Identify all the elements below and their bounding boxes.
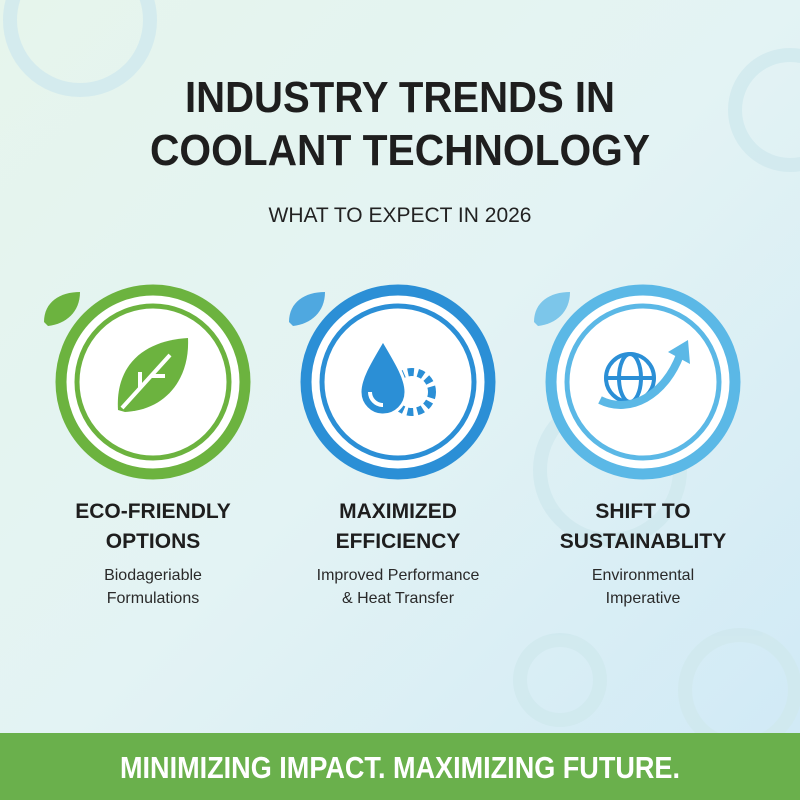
subtitle: WHAT TO EXPECT IN 2026 [269,204,532,227]
card-description: Formulations [107,590,199,607]
drop-highlight [368,391,384,407]
card-description: & Heat Transfer [342,590,455,607]
card-title: OPTIONS [106,530,201,553]
footer-band [0,733,800,800]
card-title: MAXIMIZED [339,500,457,523]
card-title: SUSTAINABLITY [560,530,726,553]
arrow-icon [598,353,684,409]
footer-text: MINIMIZING IMPACT. MAXIMIZING FUTURE. [120,750,680,785]
title-line: COOLANT TECHNOLOGY [150,126,650,175]
card: MAXIMIZED EFFICIENCY Improved Performanc… [289,284,496,607]
ring [545,284,741,480]
card-description: Biodageriable [104,567,202,584]
leaf-tag [534,292,570,326]
gear [728,48,800,172]
ring [74,303,232,461]
title-line: INDUSTRY TRENDS IN [185,73,615,122]
gear [3,0,157,97]
card-description: Improved Performance [317,567,480,584]
card: SHIFT TO SUSTAINABLITY Environmental Imp… [534,284,741,607]
leaf-tag [289,292,325,326]
card: ECO-FRIENDLY OPTIONS Biodageriable Formu… [44,284,251,607]
card-description: Environmental [592,567,694,584]
card-title: SHIFT TO [595,500,690,523]
leaf-tag [44,292,80,326]
ring [564,303,722,461]
arrow-head [668,340,690,364]
leaf-vein [120,353,172,410]
gear [513,633,607,727]
card-description: Imperative [606,590,681,607]
card-title: EFFICIENCY [336,530,461,553]
ring [319,303,477,461]
card-title: ECO-FRIENDLY [75,500,231,523]
